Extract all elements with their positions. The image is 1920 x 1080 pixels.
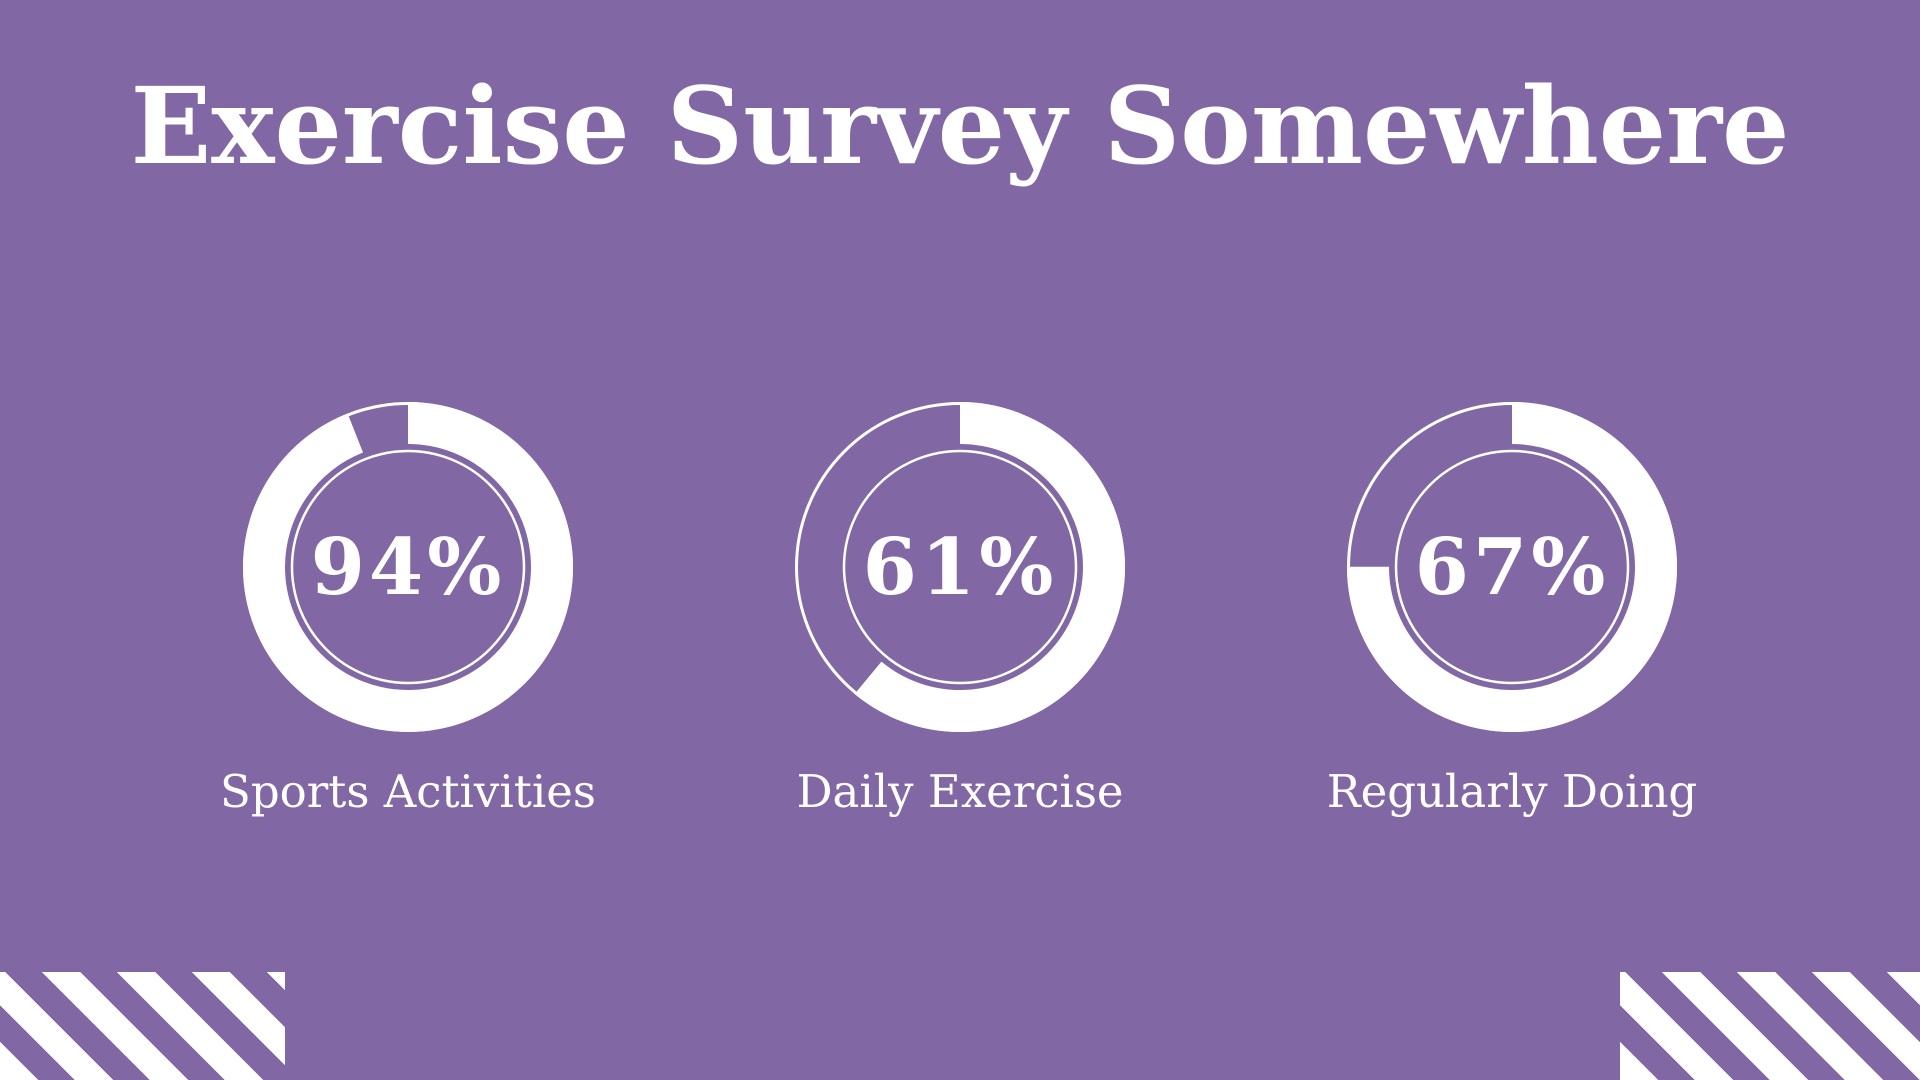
donut-percent-value: 61%: [862, 521, 1058, 613]
donut-svg: [1347, 402, 1677, 732]
donut-chart-daily-exercise: 61% Daily Exercise: [750, 397, 1170, 818]
donut-graphic: 67%: [1342, 397, 1682, 737]
stripe-decoration-bottom-left: [0, 972, 285, 1080]
donut-inner-circle: [1394, 449, 1630, 685]
donut-label: Sports Activities: [220, 765, 596, 818]
stripe-decoration-bottom-right: [1620, 972, 1920, 1080]
charts-row: 94% Sports Activities 61% Daily Exercise: [0, 397, 1920, 818]
donut-progress-arc: [795, 402, 1125, 732]
page-title: Exercise Survey Somewhere: [130, 63, 1790, 188]
donut-label: Regularly Doing: [1326, 765, 1698, 818]
donut-chart-regularly-doing: 67% Regularly Doing: [1302, 397, 1722, 818]
donut-progress-arc: [243, 402, 573, 732]
donut-svg: [795, 402, 1125, 732]
donut-inner-circle: [290, 449, 526, 685]
donut-percent-value: 67%: [1414, 521, 1610, 613]
donut-graphic: 61%: [790, 397, 1130, 737]
donut-percent-value: 94%: [310, 521, 506, 613]
donut-graphic: 94%: [238, 397, 578, 737]
donut-progress-arc: [1347, 402, 1677, 732]
donut-svg: [243, 402, 573, 732]
donut-chart-sports-activities: 94% Sports Activities: [198, 397, 618, 818]
donut-inner-circle: [842, 449, 1078, 685]
donut-label: Daily Exercise: [796, 765, 1124, 818]
